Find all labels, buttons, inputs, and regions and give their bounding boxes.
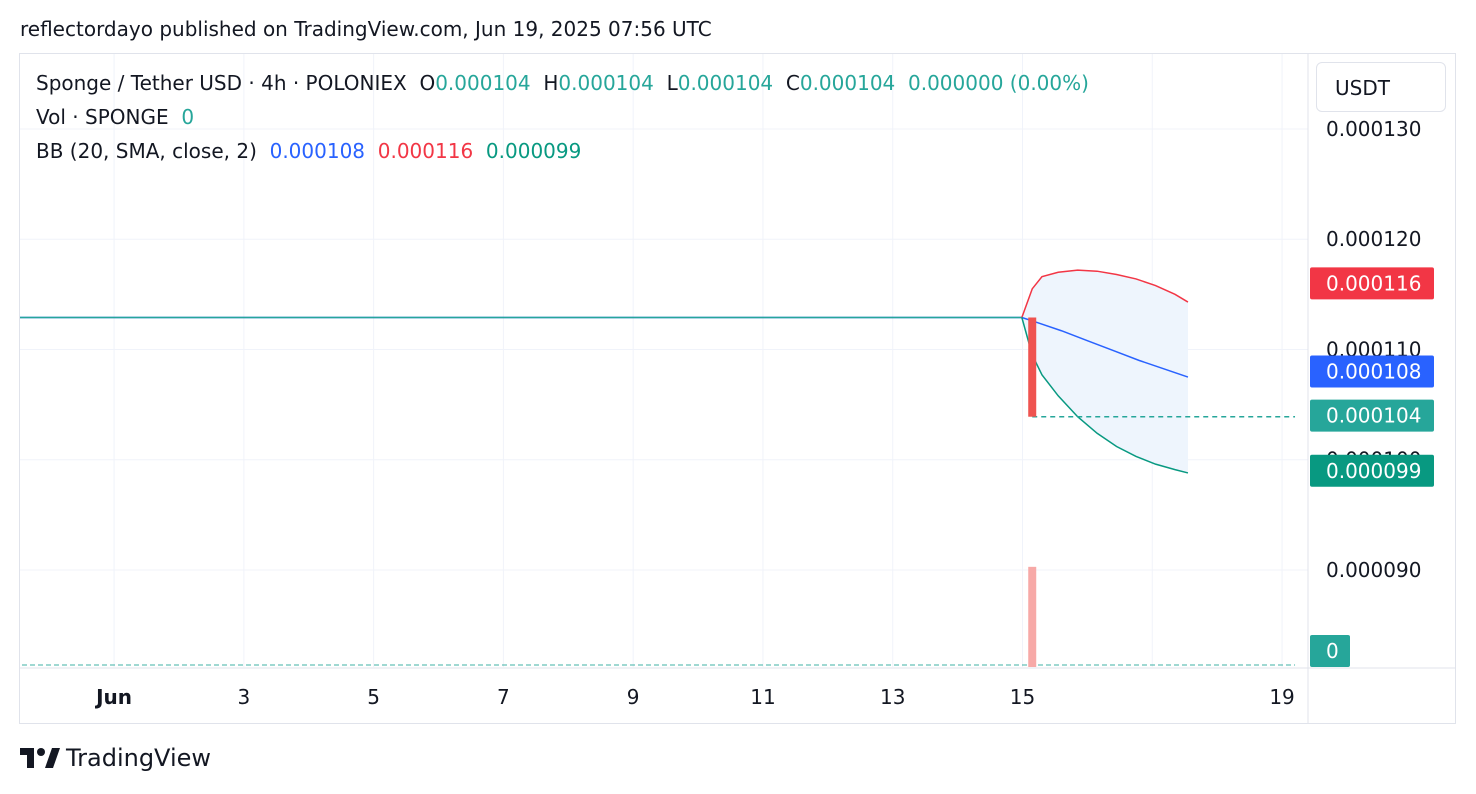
y-tick-label: 0.000090 <box>1326 558 1421 582</box>
high-value: 0.000104 <box>558 71 654 95</box>
x-tick-label: 19 <box>1269 685 1294 709</box>
x-tick-label: 7 <box>497 685 510 709</box>
high-label: H <box>543 71 559 95</box>
volume-badge <box>1310 635 1350 667</box>
open-label: O <box>419 71 436 95</box>
bb-basis-value: 0.000108 <box>269 139 366 163</box>
x-tick-label: 11 <box>750 685 775 709</box>
brand-name: TradingView <box>66 744 212 772</box>
volume-value: 0 <box>181 105 195 129</box>
price-badge-label: 0.000116 <box>1326 271 1421 295</box>
price-badge-label: 0.000108 <box>1326 360 1421 384</box>
x-tick-label: 5 <box>367 685 380 709</box>
x-tick-label: 13 <box>880 685 905 709</box>
low-label: L <box>666 71 678 95</box>
footer-brand: TradingView <box>20 744 211 772</box>
bb-legend: BB (20, SMA, close, 2) 0.000108 0.000116… <box>36 139 581 163</box>
close-value: 0.000104 <box>799 71 896 95</box>
price-badge <box>1310 399 1434 432</box>
volume-badge-label: 0 <box>1326 639 1339 663</box>
bb-upper-value: 0.000116 <box>377 139 474 163</box>
tradingview-logo-icon <box>20 748 60 768</box>
volume-bar[interactable] <box>1028 566 1037 667</box>
currency-selector[interactable]: USDT <box>1316 62 1446 112</box>
price-badge <box>1310 454 1434 487</box>
y-tick-label: 0.000130 <box>1326 117 1421 141</box>
volume-label[interactable]: Vol · SPONGE <box>36 105 169 129</box>
ohlc-legend: Sponge / Tether USD · 4h · POLONIEX O0.0… <box>36 71 1089 95</box>
x-tick-label: 15 <box>1010 685 1035 709</box>
volume-legend: Vol · SPONGE 0 <box>36 105 194 129</box>
bb-fill-area <box>1021 270 1188 473</box>
bb-basis-line[interactable] <box>1021 316 1189 378</box>
open-value: 0.000104 <box>435 71 531 95</box>
low-value: 0.000104 <box>677 71 774 95</box>
published-caption: reflectordayo published on TradingView.c… <box>20 17 712 41</box>
close-label: C <box>785 71 800 95</box>
price-badge-label: 0.000104 <box>1326 404 1421 428</box>
symbol-title[interactable]: Sponge / Tether USD · 4h · POLONIEX <box>36 71 407 95</box>
x-tick-label: Jun <box>94 685 132 709</box>
change-value: 0.000000 (0.00%) <box>908 71 1089 95</box>
chart-frame <box>19 53 1456 724</box>
bb-lower-value: 0.000099 <box>485 139 582 163</box>
price-badge <box>1310 267 1434 300</box>
price-badge <box>1310 355 1434 388</box>
bb-lower-line[interactable] <box>1021 317 1189 474</box>
y-tick-label: 0.000120 <box>1326 227 1421 251</box>
price-badge-label: 0.000099 <box>1326 459 1421 483</box>
bb-upper-line[interactable] <box>1021 269 1189 318</box>
x-tick-label: 3 <box>237 685 250 709</box>
candle-bar[interactable] <box>1028 317 1037 417</box>
x-tick-label: 9 <box>627 685 640 709</box>
bb-label[interactable]: BB (20, SMA, close, 2) <box>36 139 257 163</box>
